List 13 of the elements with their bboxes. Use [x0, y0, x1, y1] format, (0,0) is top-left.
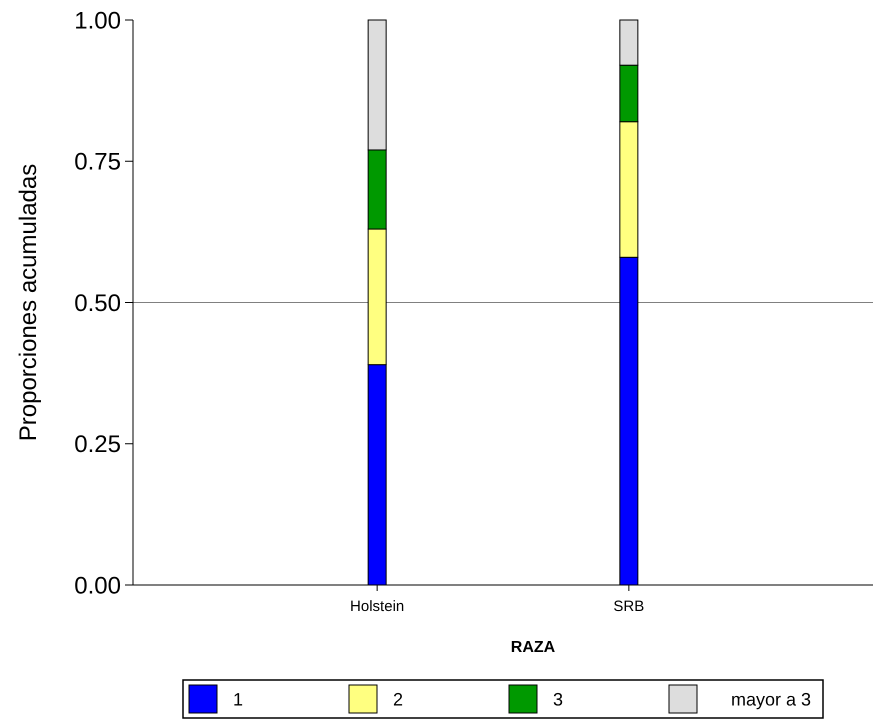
- legend-label: 3: [553, 689, 564, 710]
- x-axis-title: RAZA: [510, 639, 556, 656]
- x-tick-label: Holstein: [350, 598, 404, 615]
- legend-label: mayor a 3: [731, 689, 812, 710]
- x-tick-label: SRB: [613, 598, 644, 615]
- legend-label: 2: [393, 689, 404, 710]
- y-tick-label: 0.00: [74, 572, 121, 600]
- y-tick-label: 0.25: [74, 431, 121, 458]
- y-tick-label: 1.00: [74, 7, 121, 34]
- y-axis-title: Proporciones acumuladas: [15, 164, 42, 442]
- legend-label: 1: [233, 689, 244, 710]
- y-tick-label: 0.75: [74, 148, 121, 176]
- y-tick-label: 0.50: [74, 290, 121, 317]
